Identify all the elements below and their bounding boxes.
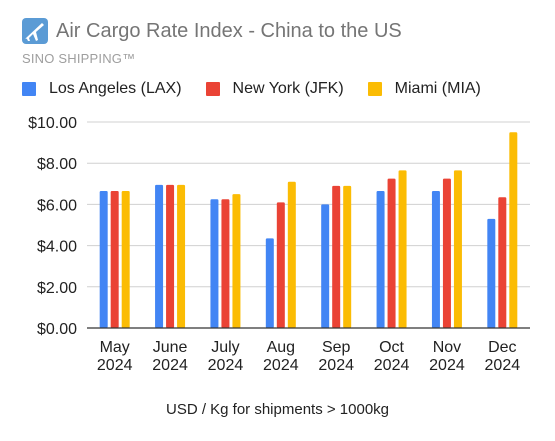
x-tick-label: Sep: [322, 339, 351, 356]
y-tick-label: $8.00: [37, 156, 77, 173]
legend-item-lax: Los Angeles (LAX): [22, 80, 182, 98]
bar: [121, 191, 130, 328]
legend-item-jfk: New York (JFK): [205, 80, 344, 98]
x-tick-label: Oct: [379, 339, 404, 356]
x-tick-label: 2024: [263, 357, 299, 374]
x-tick-label: 2024: [429, 357, 465, 374]
legend-label-jfk: New York (JFK): [232, 80, 344, 97]
x-tick-label: June: [153, 339, 188, 356]
bar: [487, 218, 496, 328]
chart-subtitle: SINO SHIPPING™: [22, 51, 136, 66]
airplane-icon: [22, 18, 48, 44]
bar: [431, 191, 440, 328]
bar: [265, 238, 274, 328]
legend-label-lax: Los Angeles (LAX): [49, 80, 182, 97]
x-tick-label: 2024: [97, 357, 133, 374]
bar: [343, 185, 352, 328]
x-tick-label: May: [100, 339, 130, 356]
bar: [110, 191, 119, 328]
y-tick-label: $2.00: [37, 280, 77, 297]
chart-legend: Los Angeles (LAX) New York (JFK) Miami (…: [22, 79, 505, 99]
legend-label-mia: Miami (MIA): [394, 80, 481, 97]
y-tick-label: $10.00: [28, 115, 77, 132]
legend-swatch-mia: [367, 82, 382, 96]
bar: [442, 178, 451, 328]
x-tick-label: Dec: [488, 339, 516, 356]
x-tick-label: Nov: [433, 339, 461, 356]
x-tick-label: 2024: [208, 357, 244, 374]
bar: [177, 184, 186, 328]
bar: [453, 170, 462, 328]
x-tick-label: July: [211, 339, 239, 356]
x-tick-label: Aug: [267, 339, 295, 356]
bar: [287, 181, 296, 328]
y-tick-label: $4.00: [37, 239, 77, 256]
x-tick-label: 2024: [318, 357, 354, 374]
x-axis-title: USD / Kg for shipments > 1000kg: [165, 401, 390, 418]
chart-title: Air Cargo Rate Index - China to the US: [56, 19, 402, 42]
bar: [321, 204, 330, 328]
bar: [276, 202, 285, 328]
x-tick-label: 2024: [485, 357, 521, 374]
bar: [166, 184, 175, 328]
bar: [232, 194, 241, 328]
legend-swatch-lax: [22, 82, 36, 96]
bar: [398, 170, 407, 328]
chart-title-row: Air Cargo Rate Index - China to the US: [22, 16, 402, 46]
bar: [498, 197, 507, 328]
legend-swatch-jfk: [205, 82, 220, 96]
bar: [387, 178, 396, 328]
bar: [332, 185, 341, 328]
bar: [99, 191, 108, 328]
x-tick-label: 2024: [152, 357, 188, 374]
bar: [221, 199, 230, 328]
x-tick-label: 2024: [374, 357, 410, 374]
y-tick-label: $0.00: [37, 321, 77, 338]
bar: [509, 132, 518, 328]
bar: [376, 191, 385, 328]
bar: [155, 184, 164, 328]
y-tick-label: $6.00: [37, 197, 77, 214]
bar: [210, 199, 219, 328]
legend-item-mia: Miami (MIA): [367, 80, 481, 98]
